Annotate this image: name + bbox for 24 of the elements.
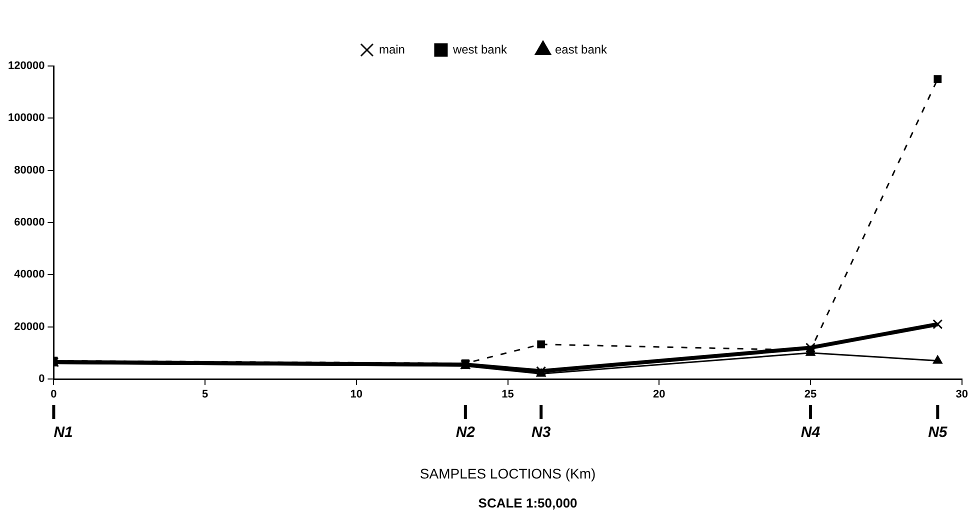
text: N3 [532,424,552,442]
legend-label: east bank [555,42,608,56]
text: N4 [800,424,821,442]
y-tick-label: 100000 [8,112,45,124]
x-tick-label: 5 [202,388,208,401]
text: N1 [54,424,73,442]
x-tick-label: 15 [502,388,514,401]
x-tick-label: 10 [350,388,363,401]
x-tick-label: 0 [50,388,57,401]
x-tick-label: 20 [653,388,666,401]
y-tick-label: 0 [38,373,45,386]
y-tick-label: 20000 [14,320,45,333]
y-tick-label: 40000 [14,268,45,281]
legend-label: west bank [452,42,508,56]
text: N2 [456,424,476,442]
text: N5 [928,424,948,442]
legend-label: main [378,42,405,56]
x-tick-label: 25 [804,388,817,401]
y-tick-label: 60000 [14,216,45,229]
x-tick-label: 30 [956,388,968,401]
y-tick-label: 120000 [8,60,45,72]
text: SCALE 1:50,000 [478,496,578,511]
y-tick-label: 80000 [14,164,45,176]
x-axis-title: SAMPLES LOCTIONS (Km) [420,465,596,482]
